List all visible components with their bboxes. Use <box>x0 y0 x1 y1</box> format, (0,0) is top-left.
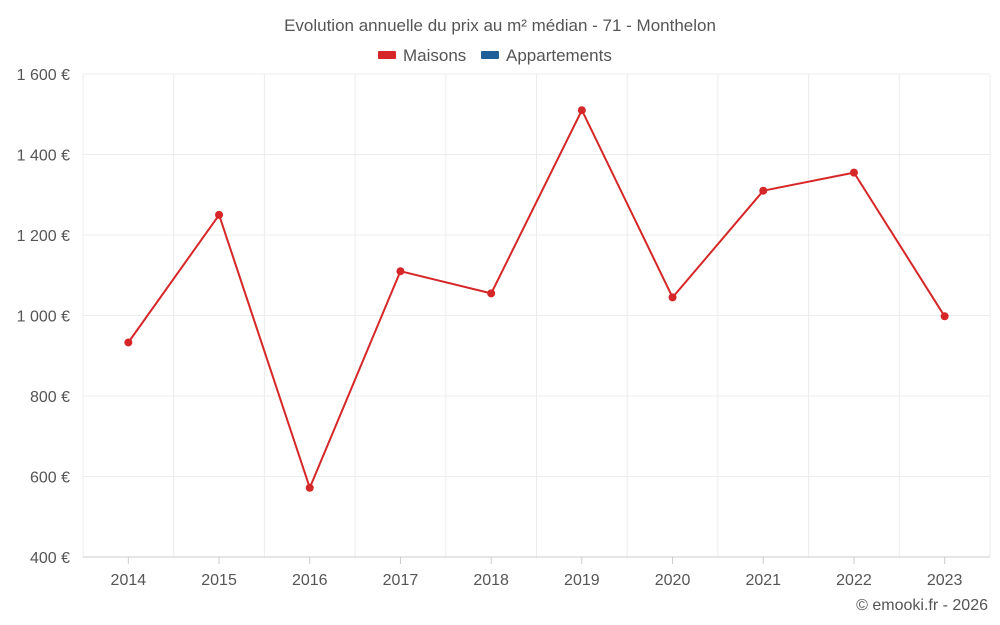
data-point[interactable] <box>759 186 768 195</box>
data-point[interactable] <box>668 293 677 302</box>
x-axis-ticks: 2014 2015 2016 2017 2018 2019 2020 2021 2022 2023 <box>111 557 963 589</box>
y-axis-ticks: 400 € 600 € 800 € 1 000 € 1 200 € 1 400 € 1 60… <box>17 67 70 567</box>
data-point[interactable] <box>215 210 224 219</box>
y-tick-label: 600 € <box>30 470 70 487</box>
legend: Maisons Appartements <box>378 46 612 65</box>
data-point[interactable] <box>396 267 405 276</box>
y-tick-label: 800 € <box>30 389 70 406</box>
x-tick-label: 2020 <box>655 572 691 589</box>
x-tick-label: 2022 <box>836 572 872 589</box>
data-point[interactable] <box>124 338 133 347</box>
data-point[interactable] <box>305 483 314 492</box>
chart-title: Evolution annuelle du prix au m² médian … <box>284 16 716 35</box>
data-point[interactable] <box>940 312 949 321</box>
x-tick-label: 2015 <box>201 572 237 589</box>
legend-swatch-appartements <box>481 51 499 59</box>
legend-label-appartements: Appartements <box>506 46 612 65</box>
legend-label-maisons: Maisons <box>403 46 466 65</box>
y-tick-label: 1 200 € <box>17 228 70 245</box>
y-tick-label: 1 400 € <box>17 148 70 165</box>
legend-item-maisons[interactable]: Maisons <box>378 46 466 65</box>
data-point[interactable] <box>577 106 586 115</box>
legend-item-appartements[interactable]: Appartements <box>481 46 612 65</box>
x-tick-label: 2016 <box>292 572 328 589</box>
y-tick-label: 1 600 € <box>17 67 70 84</box>
x-tick-label: 2018 <box>473 572 509 589</box>
data-point[interactable] <box>849 168 858 177</box>
x-tick-label: 2019 <box>564 572 600 589</box>
credit: © emooki.fr - 2026 <box>856 597 988 614</box>
y-tick-label: 1 000 € <box>17 309 70 326</box>
series-line-maisons <box>127 109 946 489</box>
legend-swatch-maisons <box>378 51 396 59</box>
data-point[interactable] <box>487 289 496 298</box>
x-gridlines <box>82 74 991 557</box>
series-layer <box>124 106 949 492</box>
y-tick-label: 400 € <box>30 550 70 567</box>
x-tick-label: 2023 <box>927 572 963 589</box>
x-tick-label: 2021 <box>745 572 781 589</box>
x-tick-label: 2017 <box>383 572 419 589</box>
x-tick-label: 2014 <box>111 572 147 589</box>
